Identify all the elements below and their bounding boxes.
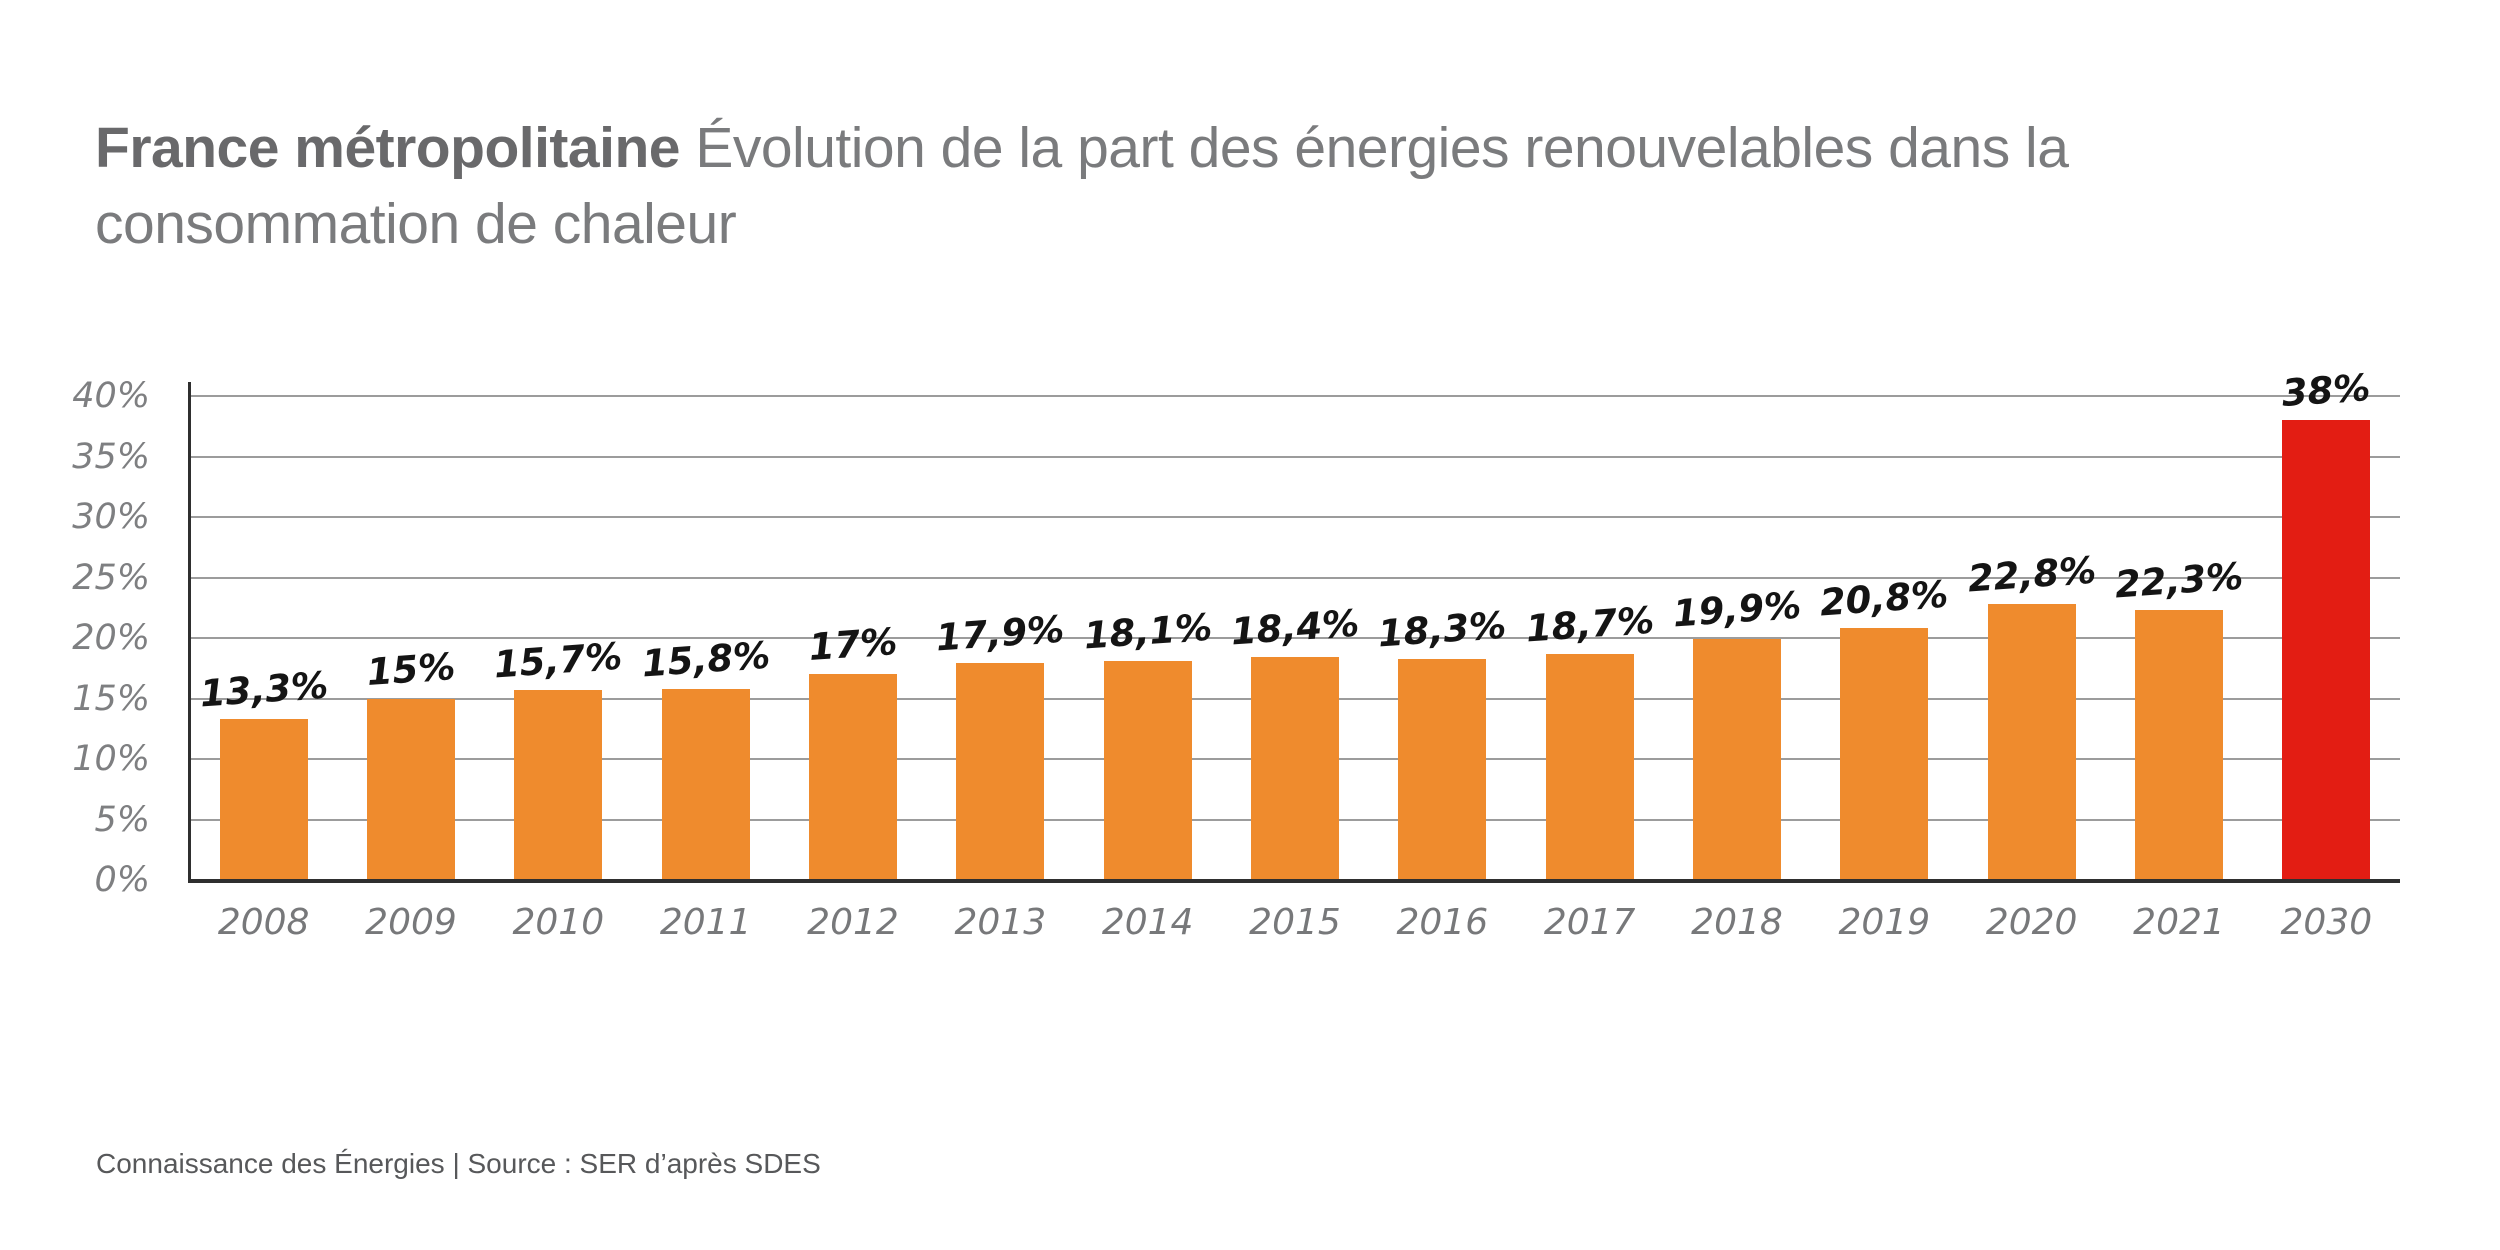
bar-value-label: 15,8% bbox=[640, 633, 772, 686]
bar-slot-2019: 20,8% 2019 bbox=[1811, 396, 1958, 943]
bar-2021: 22,3% bbox=[2113, 555, 2245, 880]
bar-value-label: 20,8% bbox=[1818, 572, 1950, 625]
bar-2008: 13,3% bbox=[198, 664, 329, 880]
x-tick-label: 2011 bbox=[659, 902, 752, 943]
bar-2010: 15,7% bbox=[493, 635, 624, 880]
bar-2009: 15% bbox=[365, 644, 457, 880]
bar-slot-2011: 15,8% 2011 bbox=[632, 396, 779, 943]
y-tick-label: 30% bbox=[72, 497, 150, 537]
bar-2030: 38% bbox=[2281, 366, 2372, 880]
x-tick-label: 2012 bbox=[807, 902, 899, 943]
bar-value-label: 17,9% bbox=[934, 607, 1066, 660]
bar-value-label: 38% bbox=[2280, 366, 2372, 416]
bar-2013: 17,9% bbox=[935, 608, 1066, 880]
x-tick-label: 2017 bbox=[1543, 902, 1636, 943]
x-tick-label: 2018 bbox=[1691, 902, 1783, 943]
gridline-20% bbox=[190, 637, 2400, 639]
gridline-25% bbox=[190, 576, 2400, 579]
chart-title: France métropolitaine Évolution de la pa… bbox=[95, 110, 2235, 262]
chart-title-region: France métropolitaine bbox=[95, 116, 680, 181]
x-tick-label: 2008 bbox=[217, 902, 310, 943]
bar-slot-2010: 15,7% 2010 bbox=[485, 396, 632, 943]
bar-value-label: 18,7% bbox=[1524, 598, 1656, 651]
chart-title-subject: Évolution de la part des énergies renouv… bbox=[95, 116, 2069, 257]
bar-slot-2030: 38% 2030 bbox=[2253, 366, 2400, 943]
y-tick-label: 40% bbox=[72, 376, 150, 416]
bar-value-label: 19,9% bbox=[1671, 583, 1803, 636]
x-tick-label: 2021 bbox=[2133, 902, 2225, 943]
x-tick-label: 2010 bbox=[512, 902, 605, 943]
gridline-30% bbox=[190, 516, 2400, 518]
bar-slot-2018: 19,9% 2018 bbox=[1663, 396, 1810, 943]
y-tick-label: 20% bbox=[72, 618, 150, 658]
bar-2014: 18,1% bbox=[1082, 606, 1213, 880]
bar-value-label: 18,1% bbox=[1082, 605, 1214, 658]
x-tick-label: 2019 bbox=[1838, 902, 1931, 943]
bar-2017: 18,7% bbox=[1524, 598, 1655, 880]
bar-slot-2013: 17,9% 2013 bbox=[927, 396, 1074, 943]
bar-slot-2020: 22,8% 2020 bbox=[1958, 396, 2105, 943]
y-axis-line bbox=[188, 382, 191, 882]
bar-slot-2016: 18,3% 2016 bbox=[1369, 396, 1516, 943]
bar-value-label: 15% bbox=[365, 644, 457, 694]
bar-value-label: 17% bbox=[807, 620, 899, 670]
gridline-35% bbox=[190, 455, 2400, 458]
x-tick-label: 2009 bbox=[365, 902, 457, 943]
plot-area: 0% 5% 10% 15% 20% 25% 30% 35% 40% 13,3% 2008 15% 200… bbox=[72, 366, 2400, 943]
x-tick-label: 2016 bbox=[1396, 902, 1489, 943]
y-tick-label: 5% bbox=[94, 799, 150, 840]
source-caption: Connaissance des Énergies | Source : SER… bbox=[96, 1148, 821, 1179]
x-tick-label: 2015 bbox=[1249, 902, 1341, 943]
y-tick-label: 15% bbox=[72, 678, 150, 719]
bar-slot-2009: 15% 2009 bbox=[337, 396, 484, 943]
y-tick-label: 35% bbox=[72, 436, 150, 477]
bar-slot-2015: 18,4% 2015 bbox=[1221, 396, 1368, 943]
y-tick-label: 0% bbox=[94, 860, 150, 900]
bar-slot-2017: 18,7% 2017 bbox=[1516, 396, 1663, 943]
bar-value-label: 18,4% bbox=[1229, 601, 1361, 654]
bar-slot-2021: 22,3% 2021 bbox=[2105, 396, 2252, 943]
bar-value-label: 13,3% bbox=[198, 663, 330, 716]
y-tick-label: 10% bbox=[72, 739, 150, 779]
bar-2011: 15,8% bbox=[640, 633, 771, 880]
bar-slot-2014: 18,1% 2014 bbox=[1074, 396, 1221, 943]
bar-slot-2012: 17% 2012 bbox=[779, 396, 926, 943]
y-tick-label: 25% bbox=[72, 557, 150, 598]
x-tick-label: 2014 bbox=[1101, 902, 1194, 943]
bar-value-label: 22,8% bbox=[1966, 548, 2098, 601]
gridline-40% bbox=[190, 395, 2400, 397]
bar-2016: 18,3% bbox=[1377, 603, 1508, 880]
bar-2018: 19,9% bbox=[1671, 584, 1803, 880]
x-tick-label: 2030 bbox=[2280, 902, 2373, 943]
bar-2015: 18,4% bbox=[1229, 602, 1361, 880]
bar-2020: 22,8% bbox=[1966, 549, 2097, 880]
bar-2012: 17% bbox=[807, 620, 899, 880]
bar-value-label: 22,3% bbox=[2113, 554, 2245, 607]
bar-value-label: 18,3% bbox=[1376, 603, 1508, 656]
x-axis-line bbox=[188, 879, 2400, 883]
bar-slot-2008: 13,3% 2008 bbox=[190, 396, 337, 943]
bar-2019: 20,8% bbox=[1819, 573, 1950, 880]
x-tick-label: 2020 bbox=[1985, 902, 2078, 943]
x-tick-label: 2013 bbox=[954, 902, 1047, 943]
bar-value-label: 15,7% bbox=[492, 634, 624, 687]
